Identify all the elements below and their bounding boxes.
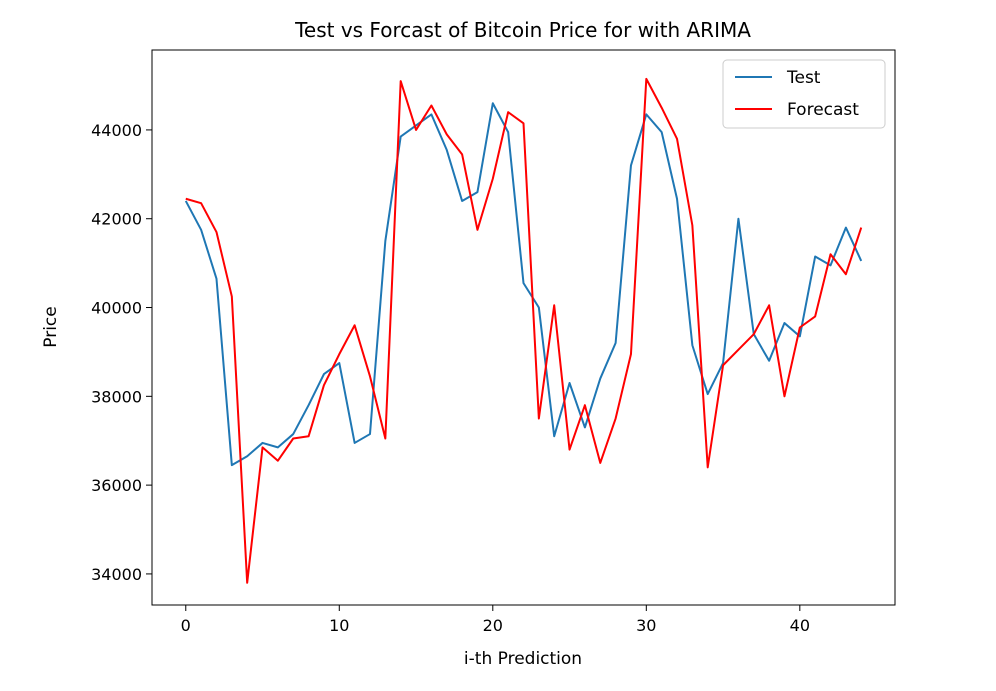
series-line-forecast (185, 77, 863, 584)
y-tick-label: 44000 (91, 121, 142, 140)
y-axis-label: Price (41, 306, 61, 347)
x-tick-label: 20 (483, 616, 503, 635)
x-tick-label: 10 (329, 616, 349, 635)
x-axis-label: i-th Prediction (464, 649, 582, 669)
legend: Test Forecast (722, 59, 886, 129)
plot-frame (151, 49, 896, 606)
x-tick-label: 0 (181, 616, 191, 635)
y-axis: 34000 36000 38000 40000 42000 44000 (91, 121, 152, 584)
series-layer (184, 77, 863, 584)
legend-label-test: Test (786, 68, 821, 88)
y-tick-label: 34000 (91, 565, 142, 584)
x-tick-label: 40 (790, 616, 810, 635)
chart-title: Test vs Forcast of Bitcoin Price for wit… (294, 18, 751, 42)
y-tick-label: 40000 (91, 299, 142, 318)
x-axis: 0 10 20 30 40 (181, 605, 810, 635)
y-tick-label: 42000 (91, 210, 142, 229)
y-tick-label: 38000 (91, 387, 142, 406)
series-line-test (184, 102, 863, 467)
y-tick-label: 36000 (91, 476, 142, 495)
legend-label-forecast: Forecast (787, 100, 859, 120)
x-tick-label: 30 (636, 616, 656, 635)
